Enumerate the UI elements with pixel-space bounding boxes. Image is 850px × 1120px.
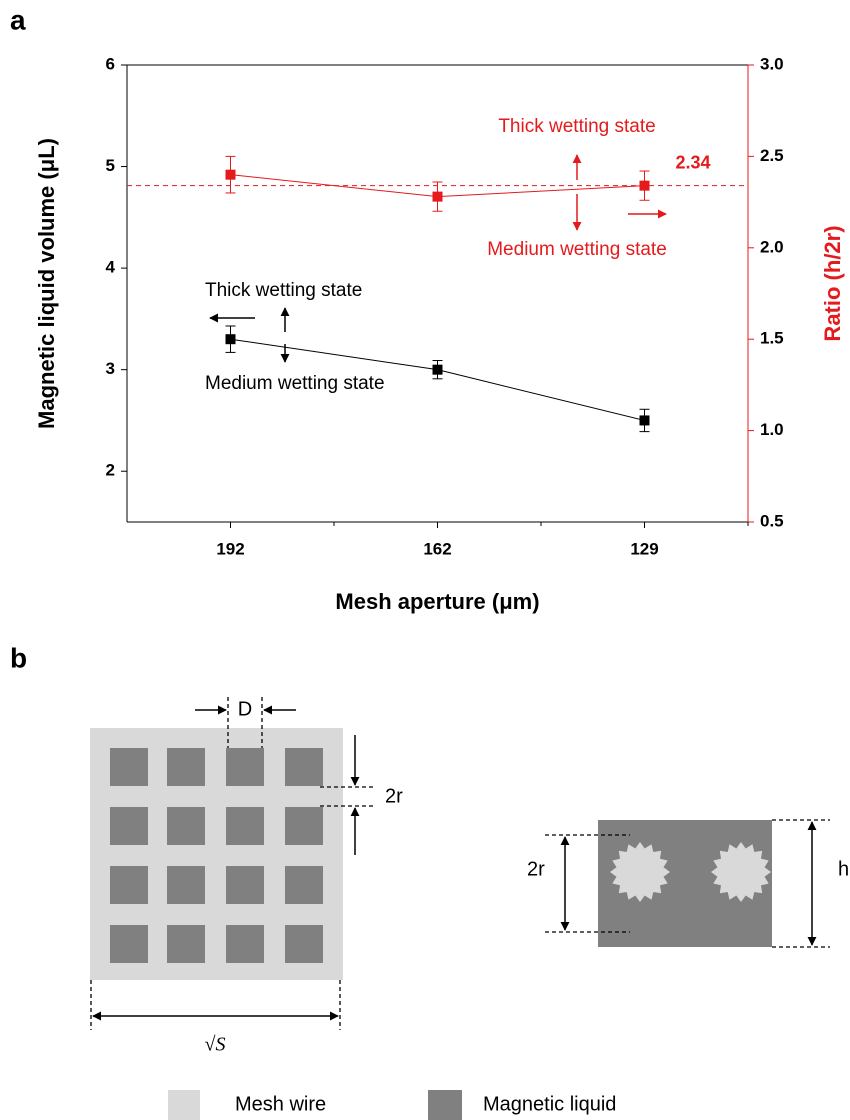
y2-tick-label: 1.0 (760, 420, 784, 439)
marker (432, 364, 443, 375)
annotation: Thick wetting state (498, 116, 655, 137)
marker (432, 191, 443, 202)
annotation-arrows (209, 154, 667, 363)
marker (225, 169, 236, 180)
wire-section (610, 842, 670, 902)
mesh-cell (167, 807, 205, 845)
legend-label: Magnetic liquid (483, 1093, 616, 1115)
mesh-cell (110, 925, 148, 963)
dim-label: h (838, 858, 849, 880)
mesh-cell (226, 925, 264, 963)
mesh-cell (167, 748, 205, 786)
panel-label: b (10, 642, 27, 673)
mesh-cell (285, 807, 323, 845)
mesh-cell (226, 807, 264, 845)
legend-label: Mesh wire (235, 1093, 326, 1115)
reference-label: 2.34 (675, 152, 710, 172)
mesh-cell (110, 866, 148, 904)
y-axis-title: Magnetic liquid volume (μL) (34, 138, 59, 429)
marker (225, 334, 236, 345)
side-diagram: 2r h (527, 819, 849, 948)
annotation: Thick wetting state (205, 280, 362, 301)
dim-label: √S (205, 1034, 226, 1056)
mesh-cell (110, 807, 148, 845)
y-tick-label: 6 (106, 54, 115, 73)
y-tick-label: 3 (106, 359, 115, 378)
y-tick-label: 2 (106, 461, 115, 480)
panel-label: a (10, 4, 26, 35)
y-tick-label: 4 (106, 258, 116, 277)
annotation: Medium wetting state (487, 239, 667, 260)
y2-tick-label: 3.0 (760, 54, 784, 73)
mesh-cell (167, 925, 205, 963)
mesh-cell (110, 748, 148, 786)
mesh-cell (167, 866, 205, 904)
legend-swatch (428, 1090, 462, 1120)
y2-tick-label: 0.5 (760, 511, 784, 530)
x-tick-label: 192 (216, 539, 244, 558)
marker (639, 415, 650, 426)
marker (639, 180, 650, 191)
mesh-cell (226, 866, 264, 904)
y-tick-label: 5 (106, 156, 115, 175)
dim-label: 2r (385, 785, 403, 807)
dim-label: 2r (527, 858, 545, 880)
x-axis-title: Mesh aperture (μm) (335, 589, 539, 614)
dim-label: D (238, 698, 252, 720)
mesh-cell (285, 925, 323, 963)
y2-tick-label: 2.5 (760, 146, 784, 165)
mesh-diagram: D 2r √S (90, 697, 403, 1056)
y2-axis-title: Ratio (h/2r) (820, 225, 845, 341)
mesh-cell (285, 866, 323, 904)
mesh-cell (285, 748, 323, 786)
wire-section (711, 842, 771, 902)
mesh-cells (110, 748, 323, 963)
legend-swatch (168, 1090, 200, 1120)
y2-tick-label: 1.5 (760, 329, 784, 348)
legend: Mesh wire Magnetic liquid (168, 1090, 616, 1120)
x-tick-label: 162 (423, 539, 451, 558)
annotation: Medium wetting state (205, 373, 385, 394)
chart: 2 3 4 5 6 0.5 1.0 1.5 2.0 2.5 3.0 192 162 129 Mesh ape… (34, 54, 845, 613)
y2-tick-label: 2.0 (760, 237, 784, 256)
x-tick-label: 129 (630, 539, 658, 558)
mesh-cell (226, 748, 264, 786)
